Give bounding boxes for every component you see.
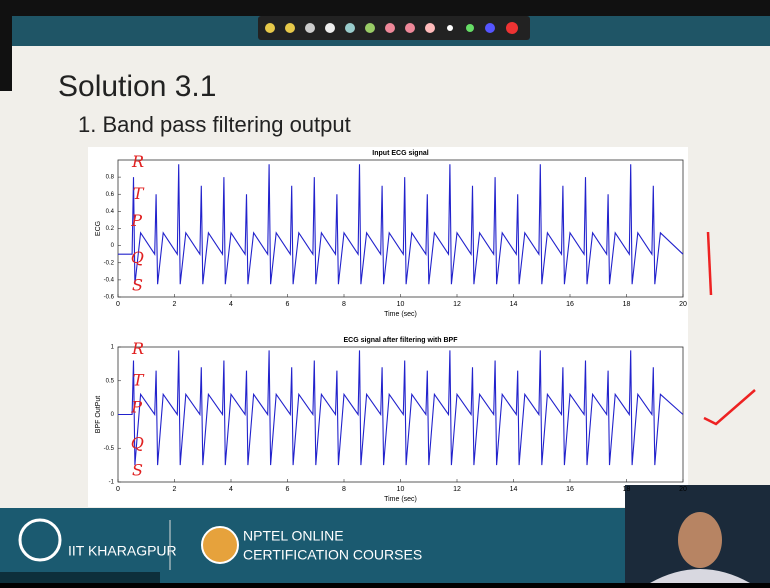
x-tick-label: 12 <box>453 486 461 493</box>
x-tick-label: 20 <box>679 486 687 493</box>
x-tick-label: 0 <box>116 301 120 308</box>
handwritten-annotation: S <box>132 461 143 480</box>
y-tick-label: -0.2 <box>104 260 115 266</box>
x-tick-label: 14 <box>510 486 518 493</box>
y-axis-label: ECG <box>95 221 102 236</box>
handwritten-annotation: S <box>132 276 143 295</box>
x-tick-label: 14 <box>510 301 518 308</box>
handwritten-annotation: R <box>131 152 144 171</box>
handwritten-annotation: P <box>130 397 142 416</box>
top-bar <box>0 0 770 16</box>
x-tick-label: 0 <box>116 486 120 493</box>
x-tick-label: 18 <box>623 486 631 493</box>
y-tick-label: -0.5 <box>104 446 115 452</box>
y-tick-label: 0.5 <box>106 378 115 384</box>
x-tick-label: 18 <box>623 301 631 308</box>
chart-title: Input ECG signal <box>372 150 428 157</box>
y-tick-label: 0.2 <box>106 226 115 232</box>
x-tick-label: 6 <box>286 486 290 493</box>
x-tick-label: 4 <box>229 486 233 493</box>
left-edge <box>0 16 12 91</box>
handwritten-annotation: T <box>133 184 145 203</box>
presenter-face <box>678 512 722 568</box>
x-tick-label: 12 <box>453 301 461 308</box>
x-tick-label: 16 <box>566 301 574 308</box>
slide-title: Solution 3.1 <box>58 70 216 103</box>
x-tick-label: 10 <box>397 301 405 308</box>
x-tick-label: 16 <box>566 486 574 493</box>
chart-title: ECG signal after filtering with BPF <box>344 337 459 344</box>
course-line2: CERTIFICATION COURSES <box>243 547 422 563</box>
handwritten-annotation: R <box>131 339 144 358</box>
x-tick-label: 4 <box>229 301 233 308</box>
handwritten-annotation: P <box>130 211 142 230</box>
slide-subtitle: 1. Band pass filtering output <box>78 112 351 137</box>
x-tick-label: 6 <box>286 301 290 308</box>
x-tick-label: 8 <box>342 301 346 308</box>
nptel-logo <box>202 527 238 563</box>
y-tick-label: 0.4 <box>106 209 115 215</box>
handwritten-annotation: T <box>133 370 145 389</box>
x-axis-label: Time (sec) <box>384 496 417 503</box>
y-tick-label: 0.6 <box>106 192 115 198</box>
handwritten-annotation: Q <box>131 434 144 453</box>
handwritten-annotation: Q <box>131 248 144 267</box>
x-tick-label: 20 <box>679 301 687 308</box>
slide-frame: Solution 3.1 1. Band pass filtering outp… <box>0 0 770 583</box>
x-tick-label: 10 <box>397 486 405 493</box>
y-tick-label: -0.6 <box>104 295 115 301</box>
y-axis-label: BPF OutPut <box>95 396 102 433</box>
x-tick-label: 2 <box>173 486 177 493</box>
x-axis-label: Time (sec) <box>384 311 417 318</box>
y-tick-label: -0.4 <box>104 277 115 283</box>
x-tick-label: 2 <box>173 301 177 308</box>
y-tick-label: 0.8 <box>106 175 115 181</box>
institute-name: IIT KHARAGPUR <box>68 543 177 559</box>
course-line1: NPTEL ONLINE <box>243 528 344 544</box>
y-tick-label: -1 <box>109 480 115 486</box>
x-tick-label: 8 <box>342 486 346 493</box>
taskbar <box>0 572 160 583</box>
